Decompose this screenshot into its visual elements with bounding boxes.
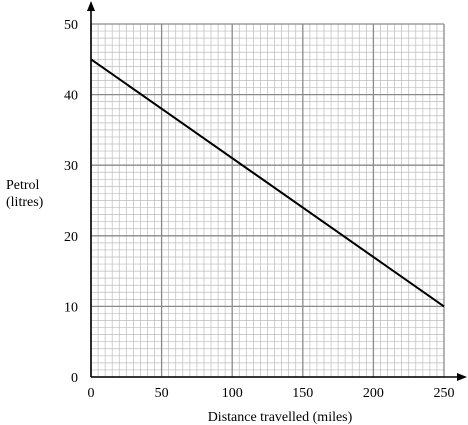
axes xyxy=(87,1,467,381)
x-tick-label: 200 xyxy=(363,386,384,401)
x-tick-label: 250 xyxy=(434,386,455,401)
y-axis-label-line-2: (litres) xyxy=(6,195,44,210)
series-line xyxy=(90,58,445,308)
x-axis-arrow-icon xyxy=(457,373,467,381)
y-tick-label: 50 xyxy=(64,18,78,33)
minor-gridlines xyxy=(91,24,444,377)
x-axis-label: Distance travelled (miles) xyxy=(208,410,353,425)
data-series xyxy=(90,58,445,308)
y-tick-label: 10 xyxy=(64,300,78,315)
x-tick-label: 0 xyxy=(88,386,95,401)
y-axis-label-line-1: Petrol xyxy=(6,178,40,193)
x-tick-label: 150 xyxy=(292,386,313,401)
y-tick-label: 20 xyxy=(64,230,78,245)
y-tick-label: 40 xyxy=(64,89,78,104)
y-tick-label: 30 xyxy=(64,159,78,174)
x-tick-label: 100 xyxy=(222,386,243,401)
y-axis-arrow-icon xyxy=(87,1,95,11)
x-tick-label: 50 xyxy=(155,386,169,401)
y-tick-labels: 0 10 20 30 40 50 xyxy=(64,18,78,386)
x-tick-labels: 0 50 100 150 200 250 xyxy=(88,386,455,401)
y-tick-label: 0 xyxy=(71,371,78,386)
